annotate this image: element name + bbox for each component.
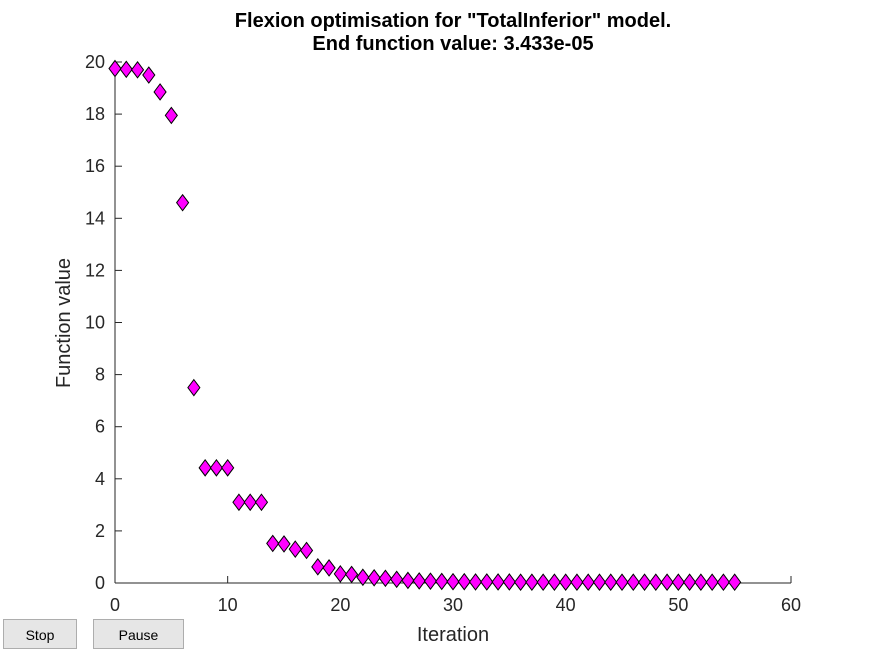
data-point xyxy=(491,573,505,591)
x-tick-label: 30 xyxy=(443,595,463,615)
data-point xyxy=(266,534,280,553)
y-tick-label: 16 xyxy=(85,156,105,176)
data-point xyxy=(221,459,235,477)
data-point xyxy=(209,459,224,477)
data-point xyxy=(187,378,201,397)
data-point xyxy=(175,193,190,212)
y-tick-labels: 0 2 4 6 8 10 12 14 16 18 20 xyxy=(85,52,105,593)
x-tick-label: 50 xyxy=(668,595,688,615)
data-point xyxy=(119,60,133,79)
data-point xyxy=(378,569,393,588)
data-point xyxy=(277,535,291,553)
x-tick-labels: 0 10 20 30 40 50 60 xyxy=(110,595,801,615)
data-point xyxy=(198,459,212,477)
data-point xyxy=(513,573,528,592)
data-point xyxy=(604,573,618,592)
y-tick-label: 14 xyxy=(85,208,105,228)
data-points xyxy=(108,59,742,592)
data-point xyxy=(367,568,381,587)
data-point xyxy=(705,573,719,592)
data-point xyxy=(637,573,652,592)
data-point xyxy=(232,493,246,512)
data-point xyxy=(468,573,483,591)
data-point xyxy=(311,558,325,576)
data-point xyxy=(333,565,347,583)
y-tick-label: 12 xyxy=(85,260,105,280)
data-point xyxy=(130,60,145,79)
data-point xyxy=(649,573,663,592)
data-point xyxy=(254,493,269,512)
data-point xyxy=(457,572,471,591)
data-point xyxy=(502,573,516,591)
data-point xyxy=(401,571,415,590)
chart-title-line: End function value: 3.433e-05 xyxy=(312,33,593,55)
data-point xyxy=(142,66,156,84)
data-point xyxy=(299,541,314,560)
data-point xyxy=(356,568,370,587)
data-point xyxy=(164,106,178,125)
y-tick-label: 18 xyxy=(85,104,105,124)
chart-title-line: Flexion optimisation for "TotalInferior"… xyxy=(235,10,671,32)
y-tick-label: 2 xyxy=(95,521,105,541)
x-axis-label: Iteration xyxy=(417,624,489,646)
data-point xyxy=(592,573,607,592)
data-point xyxy=(626,573,640,592)
y-tick-label: 8 xyxy=(95,365,105,385)
data-point xyxy=(716,573,731,592)
data-point xyxy=(671,573,685,592)
stop-button[interactable]: Stop xyxy=(3,619,77,649)
data-point xyxy=(322,559,336,577)
pause-button[interactable]: Pause xyxy=(93,619,184,649)
y-tick-label: 20 xyxy=(85,52,105,72)
data-point xyxy=(412,572,426,590)
x-tick-label: 10 xyxy=(218,595,238,615)
x-tick-label: 0 xyxy=(110,595,120,615)
data-point xyxy=(423,572,438,591)
data-point xyxy=(728,573,742,592)
data-point xyxy=(682,573,697,592)
data-point xyxy=(390,570,404,589)
x-tick-label: 40 xyxy=(556,595,576,615)
data-point xyxy=(570,573,584,592)
data-point xyxy=(694,573,708,592)
data-point xyxy=(581,573,595,592)
x-tick-label: 60 xyxy=(781,595,801,615)
y-tick-label: 0 xyxy=(95,573,105,593)
data-point xyxy=(243,493,257,512)
y-tick-label: 4 xyxy=(95,469,105,489)
data-point xyxy=(615,573,629,592)
data-point xyxy=(547,573,562,592)
data-point xyxy=(435,572,449,591)
data-point xyxy=(525,573,539,592)
chart-title: Flexion optimisation for "TotalInferior"… xyxy=(235,10,671,55)
data-point xyxy=(559,573,573,592)
data-point xyxy=(344,565,359,584)
data-point xyxy=(480,573,494,591)
x-tick-label: 20 xyxy=(330,595,350,615)
data-point xyxy=(288,540,302,558)
axes xyxy=(114,61,792,584)
data-point xyxy=(660,573,674,592)
y-tick-label: 10 xyxy=(85,313,105,333)
data-point xyxy=(153,83,167,101)
data-point xyxy=(446,572,460,591)
data-point xyxy=(108,59,122,78)
y-tick-label: 6 xyxy=(95,417,105,437)
y-axis-label: Function value xyxy=(53,258,75,388)
data-point xyxy=(536,573,550,592)
